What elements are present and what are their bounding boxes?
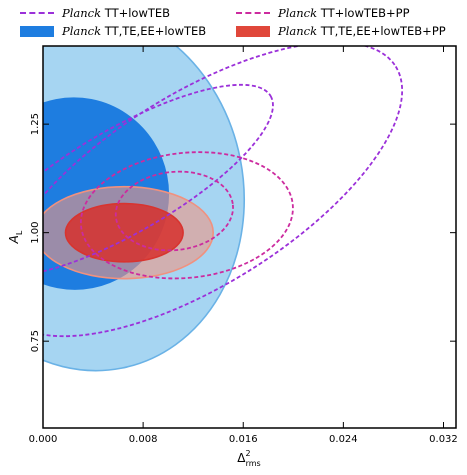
x-tick-label: 0.024	[329, 434, 358, 445]
legend-label-tt-lowteb-pp: TT+lowTEB+PP	[317, 6, 410, 20]
y-tick-label: 0.75	[30, 330, 41, 352]
legend-label-tt-lowteb: TT+lowTEB	[101, 6, 171, 20]
legend-swatch-tt-lowteb	[20, 12, 54, 14]
legend-label-ttteee-lowteb-pp: TT,TE,EE+lowTEB+PP	[317, 24, 446, 38]
legend-label-prefix: Planck	[278, 24, 318, 38]
legend-item-tt-lowteb: Planck TT+lowTEB	[20, 5, 170, 21]
legend-item-tt-lowteb-pp: Planck TT+lowTEB+PP	[236, 5, 410, 21]
x-axis-label-base: Δ	[237, 451, 246, 465]
y-tick-label: 1.25	[30, 113, 41, 135]
legend-label-prefix: Planck	[62, 6, 102, 20]
legend-swatch-ttteee-lowteb-pp	[236, 25, 270, 37]
legend: Planck TT+lowTEB Planck TT+lowTEB+PP Pla…	[0, 0, 467, 44]
y-axis-label-base: A	[7, 235, 21, 244]
legend-swatch-tt-lowteb-pp	[236, 12, 270, 14]
x-axis: 0.000 0.008 0.016 0.024 0.032	[29, 46, 458, 445]
legend-label-prefix: Planck	[278, 6, 318, 20]
x-axis-label-sup: 2	[246, 449, 251, 458]
x-tick-label: 0.008	[129, 434, 158, 445]
y-axis: 0.75 1.00 1.25	[30, 113, 456, 352]
y-tick-label: 1.00	[30, 222, 41, 244]
x-tick-label: 0.000	[29, 434, 58, 445]
x-axis-label: Δ2 rms	[237, 449, 260, 468]
x-tick-label: 0.016	[229, 434, 258, 445]
legend-label-ttteee-lowteb: TT,TE,EE+lowTEB	[101, 24, 207, 38]
contour-layer	[43, 46, 404, 372]
contour-planck-tt-lowteb-pp-95	[79, 151, 294, 280]
contour-planck-tt-lowteb-95	[43, 46, 404, 338]
legend-item-ttteee-lowteb-pp: Planck TT,TE,EE+lowTEB+PP	[236, 23, 446, 39]
plot-frame	[42, 45, 457, 429]
legend-swatch-ttteee-lowteb	[20, 25, 54, 37]
contour-planck-tt-te-ee-lowteb-pp-68	[64, 202, 184, 263]
contour-planck-tt-lowteb-68	[43, 83, 274, 278]
x-tick-label: 0.032	[429, 434, 458, 445]
legend-label-prefix: Planck	[62, 24, 102, 38]
y-axis-label-sub: L	[15, 230, 24, 235]
y-axis-label: AL	[7, 230, 24, 244]
x-axis-label-sub: rms	[246, 459, 261, 468]
legend-item-ttteee-lowteb: Planck TT,TE,EE+lowTEB	[20, 23, 206, 39]
